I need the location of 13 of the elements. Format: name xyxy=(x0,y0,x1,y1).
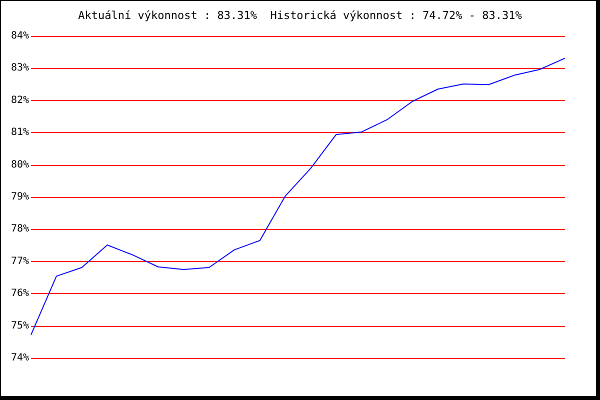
y-tick-label: 84% xyxy=(10,30,29,42)
y-tick-label: 80% xyxy=(10,159,29,170)
y-tick-label: 83% xyxy=(10,62,29,74)
y-tick-label: 79% xyxy=(10,192,29,202)
y-tick-label: 81% xyxy=(10,127,29,138)
y-tick-label: 82% xyxy=(10,94,29,106)
y-tick-label: 78% xyxy=(10,224,29,235)
y-tick-label: 77% xyxy=(10,256,29,267)
y-tick-label: 74% xyxy=(10,352,29,364)
y-tick-label: 76% xyxy=(10,288,29,300)
y-tick-label: 75% xyxy=(10,320,29,332)
line-series xyxy=(30,58,566,336)
chart-title: Aktuální výkonnost : 83.31% Historická výkonnost : 74.72% - 83.31% xyxy=(78,9,522,22)
